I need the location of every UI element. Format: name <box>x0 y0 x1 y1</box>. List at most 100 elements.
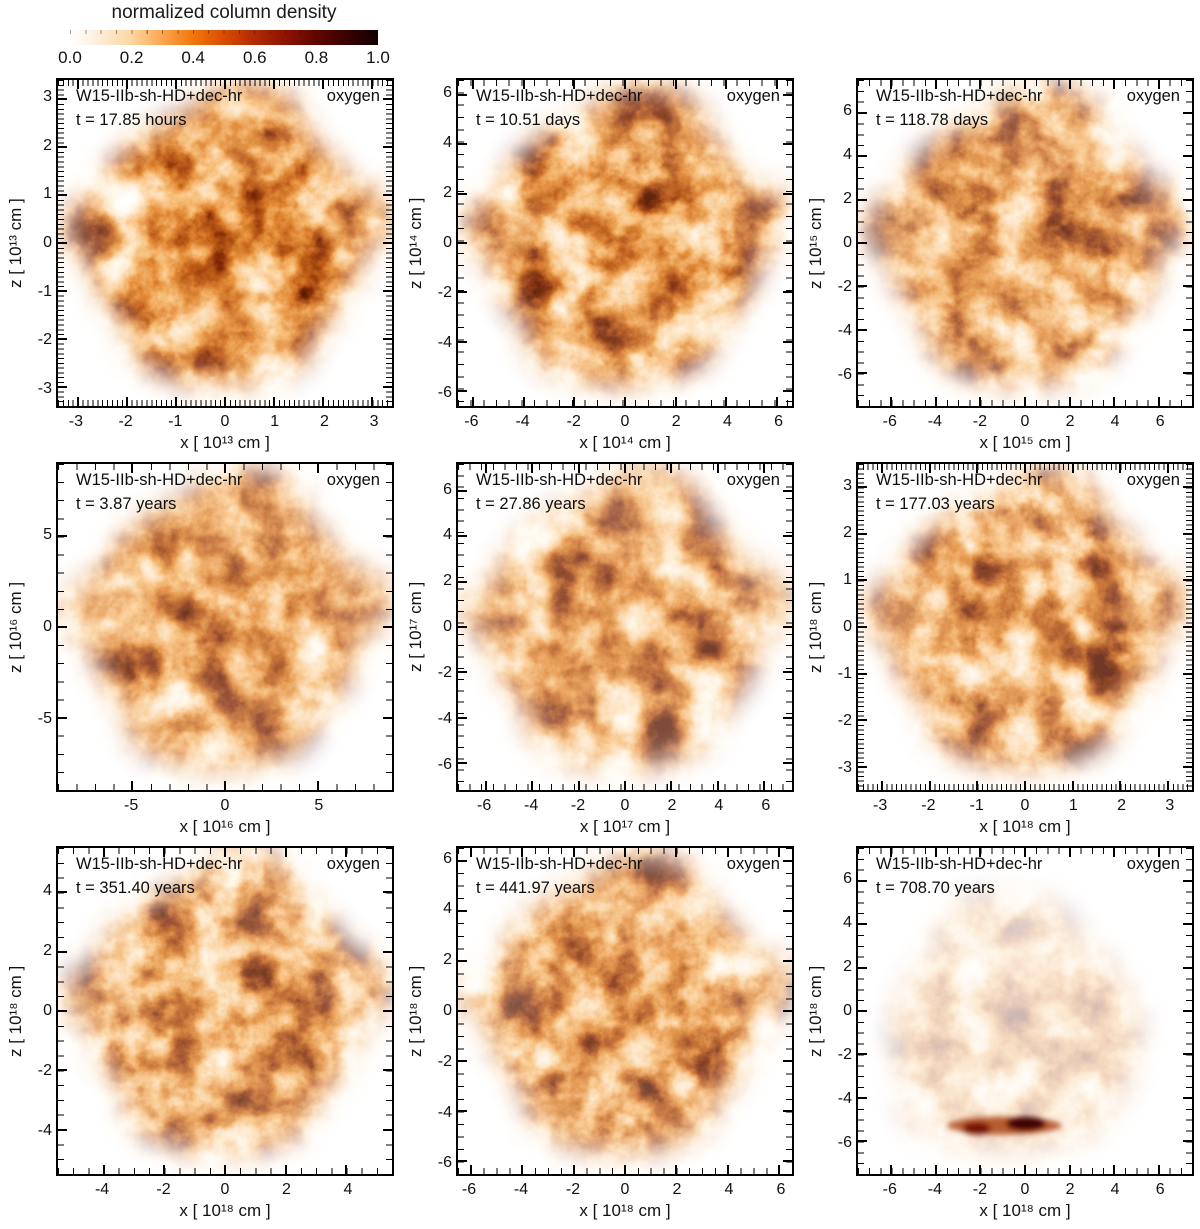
major-tick-y <box>383 716 392 719</box>
panel-time-label: t = 10.51 days <box>476 111 581 129</box>
major-tick-x <box>125 397 128 406</box>
major-tick-y <box>783 242 792 244</box>
major-tick-x <box>1157 397 1160 406</box>
panel-9: z [ 10¹⁸ cm ] 6 4 2 0 -2 -4 -6 <box>800 844 1200 1228</box>
major-tick-x <box>624 464 626 473</box>
colorbar-tick-label: 1.0 <box>366 48 390 67</box>
major-tick-y <box>1183 719 1192 722</box>
x-tick-label: 4 <box>343 1181 353 1198</box>
density-map <box>858 848 1192 1174</box>
x-tick-label: -2 <box>118 413 133 430</box>
major-tick-x <box>273 397 276 406</box>
x-tick-label: 4 <box>1110 1181 1120 1198</box>
panel-species-label: oxygen <box>726 471 780 489</box>
major-tick-x <box>1024 397 1026 406</box>
panel-1: z [ 10¹³ cm ] 3 2 1 0 -1 -2 -3 W15-IIb-sh-HD+de… <box>0 76 400 460</box>
y-tick-label: 2 <box>443 184 452 201</box>
density-map <box>458 848 792 1174</box>
major-tick-y <box>383 950 392 953</box>
major-tick-y <box>458 340 467 343</box>
major-tick-x <box>1119 781 1122 790</box>
major-tick-x <box>371 397 374 406</box>
y-tick-label: -6 <box>437 1154 452 1172</box>
colorbar-tick-labels: 0.0 0.2 0.4 0.6 0.8 1.0 <box>58 45 390 69</box>
major-tick-y <box>783 143 792 146</box>
y-tick-label: -2 <box>37 331 52 349</box>
panel-time-label: t = 441.97 years <box>476 879 595 897</box>
panel-model-label: W15-IIb-sh-HD+dec-hr <box>76 87 243 105</box>
major-tick-x <box>670 781 673 790</box>
major-tick-y <box>58 1010 67 1012</box>
major-tick-y <box>858 626 867 628</box>
y-tick-label: 6 <box>843 102 852 119</box>
major-tick-x <box>1157 80 1160 89</box>
panel-species-label: oxygen <box>1126 855 1180 873</box>
major-tick-y <box>858 532 867 535</box>
major-tick-x <box>469 1165 472 1174</box>
y-tick-label: 2 <box>43 136 52 154</box>
major-tick-x <box>572 1165 575 1174</box>
x-tick-label: -3 <box>873 797 888 814</box>
major-tick-x <box>726 1165 729 1174</box>
major-tick-x <box>522 397 525 406</box>
colorbar-tick-label: 0.4 <box>181 48 206 67</box>
x-tick-label: 0 <box>220 797 230 814</box>
panel-8: z [ 10¹⁸ cm ] 6 4 2 0 -2 -4 -6 W15-IIb-sh-HD+de… <box>400 844 800 1228</box>
y-tick-label: 6 <box>443 480 452 498</box>
major-tick-y <box>58 950 67 953</box>
x-axis-tick-labels: -6 -4 -2 0 2 4 6 <box>456 794 794 814</box>
major-tick-y <box>383 98 392 101</box>
panel-model-label: W15-IIb-sh-HD+dec-hr <box>876 471 1043 489</box>
density-map <box>58 464 392 790</box>
major-tick-y <box>1183 532 1192 535</box>
x-axis-title: x [ 10¹³ cm ] <box>180 433 270 452</box>
y-tick-label: -3 <box>837 759 852 777</box>
major-tick-x <box>675 848 678 857</box>
x-tick-label: -4 <box>927 413 942 430</box>
major-tick-y <box>58 535 67 538</box>
panel-2: z [ 10¹⁴ cm ] 6 4 2 0 -2 -4 -6 W15-IIb-sh-HD+de… <box>400 76 800 460</box>
x-tick-label: -6 <box>464 413 479 430</box>
y-tick-label: -4 <box>837 322 852 339</box>
major-tick-x <box>284 1165 287 1174</box>
x-tick-label: -2 <box>565 1181 581 1198</box>
panel-6: z [ 10¹⁸ cm ] 3 2 1 0 -1 -2 -3 W15-IIb-sh-HD+de… <box>800 460 1200 844</box>
x-tick-label: 2 <box>671 413 681 430</box>
major-tick-y <box>1183 1096 1192 1099</box>
major-tick-y <box>1183 198 1192 201</box>
x-tick-label: 6 <box>774 413 784 430</box>
x-tick-label: -2 <box>972 1181 988 1198</box>
major-tick-x <box>1071 781 1074 790</box>
x-axis-title: x [ 10¹⁸ cm ] <box>579 1201 671 1220</box>
major-tick-x <box>716 464 719 473</box>
major-tick-y <box>783 291 792 294</box>
major-tick-y <box>858 1053 867 1056</box>
major-tick-x <box>979 1165 982 1174</box>
major-tick-y <box>1183 672 1192 675</box>
major-tick-x <box>472 397 475 406</box>
x-axis-tick-labels: -3 -2 -1 0 1 2 3 <box>856 794 1194 814</box>
major-tick-x <box>224 464 226 473</box>
major-tick-y <box>1183 579 1192 582</box>
x-tick-label: 0 <box>620 797 630 814</box>
major-tick-y <box>458 192 467 195</box>
major-tick-x <box>979 848 982 857</box>
panel-model-label: W15-IIb-sh-HD+dec-hr <box>876 855 1043 873</box>
major-tick-x <box>934 80 937 89</box>
x-axis-tick-labels: -3 -2 -1 0 1 2 3 <box>56 410 394 430</box>
x-tick-label: 4 <box>724 1181 734 1198</box>
x-tick-label: -4 <box>927 1181 942 1198</box>
major-tick-x <box>1167 781 1170 790</box>
major-tick-y <box>458 671 467 674</box>
y-tick-label: -1 <box>837 665 852 683</box>
major-tick-x <box>763 781 766 790</box>
y-tick-label: -2 <box>437 663 452 681</box>
major-tick-y <box>858 486 867 489</box>
major-tick-y <box>858 242 867 244</box>
major-tick-x <box>174 397 177 406</box>
panel-model-label: W15-IIb-sh-HD+dec-hr <box>76 471 243 489</box>
major-tick-y <box>458 143 467 146</box>
major-tick-x <box>1068 397 1071 406</box>
y-axis-tick-labels: 4 2 0 -2 -4 <box>0 846 52 1176</box>
